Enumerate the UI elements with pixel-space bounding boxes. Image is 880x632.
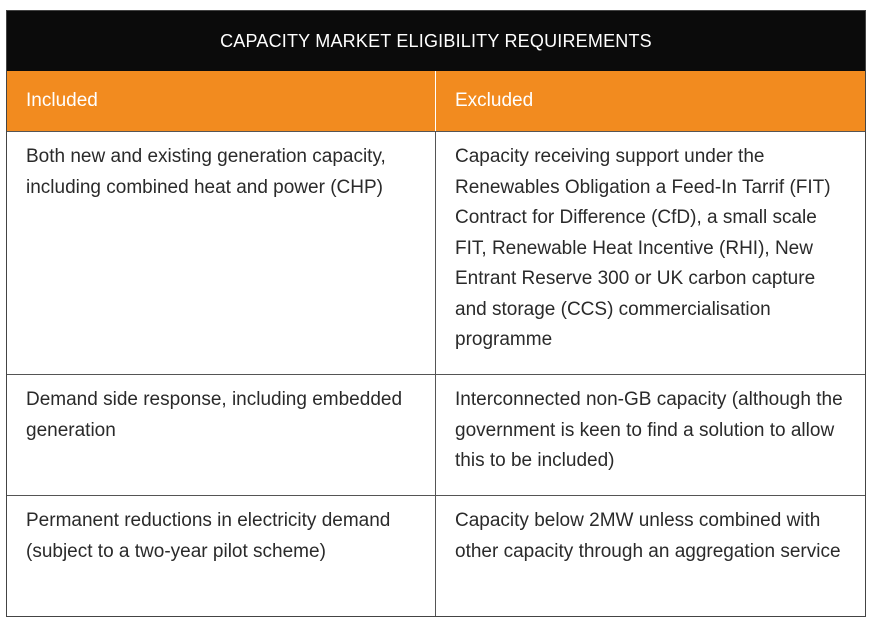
table-row: Demand side response, including embedded… [7, 374, 865, 495]
excluded-cell: Capacity receiving support under the Ren… [455, 146, 831, 350]
table-row: Both new and existing generation capacit… [7, 131, 865, 374]
excluded-cell: Capacity below 2MW unless combined with … [455, 510, 841, 562]
included-cell: Demand side response, including embedded… [7, 375, 436, 495]
header-included: Included [7, 71, 436, 131]
excluded-cell: Interconnected non-GB capacity (although… [455, 389, 843, 471]
table-title: CAPACITY MARKET ELIGIBILITY REQUIREMENTS [7, 11, 865, 71]
header-row: Included Excluded [7, 71, 865, 131]
included-cell: Permanent reductions in electricity dema… [7, 496, 436, 616]
header-excluded: Excluded [455, 90, 534, 111]
table-row: Permanent reductions in electricity dema… [7, 495, 865, 616]
included-cell: Both new and existing generation capacit… [7, 132, 436, 374]
eligibility-table: CAPACITY MARKET ELIGIBILITY REQUIREMENTS… [6, 10, 866, 617]
